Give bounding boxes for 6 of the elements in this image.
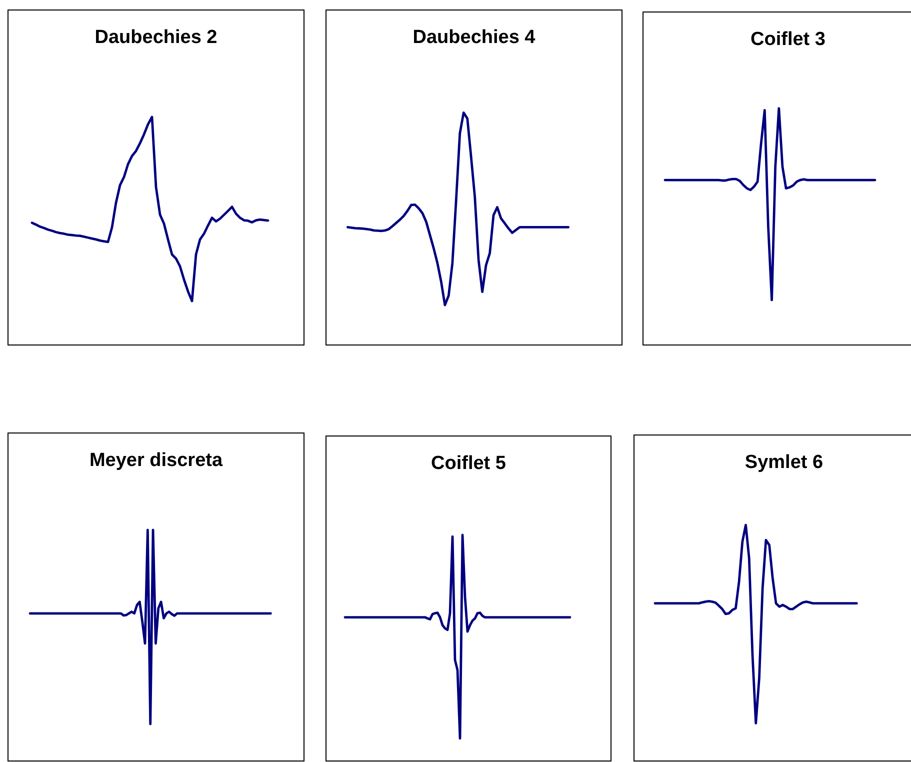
chart-title: Coiflet 3 <box>750 29 826 50</box>
chart-title: Coiflet 5 <box>431 453 506 474</box>
chart-title: Daubechies 4 <box>412 27 536 48</box>
chart-title: Meyer discreta <box>89 450 223 471</box>
chart-title: Daubechies 2 <box>94 27 218 48</box>
chart-title: Symlet 6 <box>744 452 824 473</box>
